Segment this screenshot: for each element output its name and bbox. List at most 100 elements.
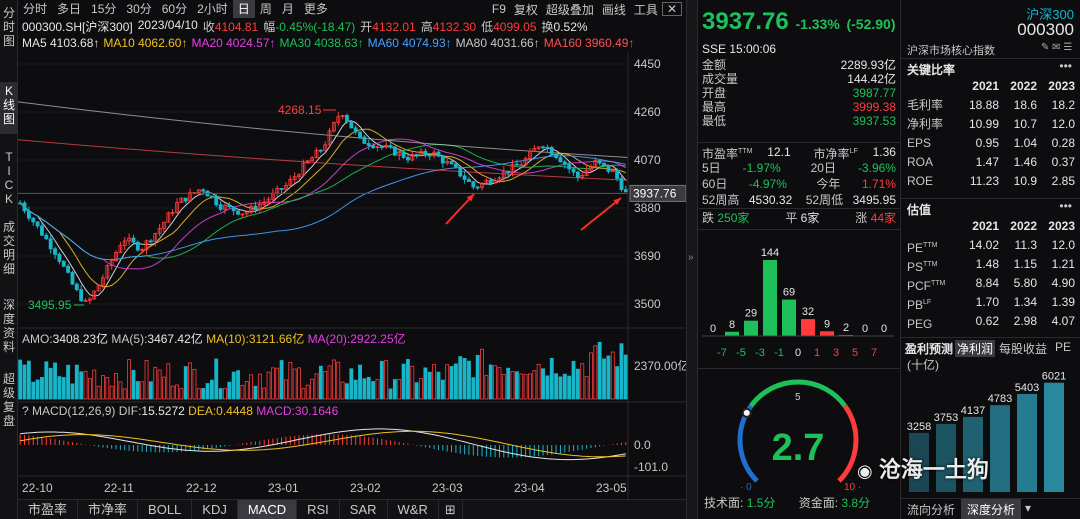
volume-bar bbox=[401, 363, 406, 400]
period-tab[interactable]: 多日 bbox=[57, 2, 82, 16]
candle-body bbox=[179, 197, 184, 203]
period-tab[interactable]: 2小时 bbox=[197, 2, 228, 16]
period-tab[interactable]: 60分 bbox=[161, 2, 188, 16]
d60-value: -4.97% bbox=[748, 177, 787, 191]
vtab-depth[interactable]: 深度资料 bbox=[3, 298, 16, 354]
kline-chart[interactable]: 3937.76 4268.15 3495.95 4450 4260 4070 3880 36… bbox=[18, 52, 686, 499]
pe-label: 市盈率 bbox=[702, 147, 739, 161]
period-tab[interactable]: 月 bbox=[281, 2, 294, 16]
open-value: 3987.77 bbox=[852, 86, 896, 100]
candle-body bbox=[358, 131, 362, 138]
candle-body bbox=[96, 284, 101, 292]
panel-splitter[interactable]: » bbox=[686, 0, 698, 519]
price-tick: 4450 bbox=[634, 57, 661, 71]
tab-rsi[interactable]: RSI bbox=[297, 500, 340, 519]
volume-bar bbox=[266, 371, 271, 400]
distribution-value: 9 bbox=[824, 318, 830, 330]
vtab-kline[interactable]: K线图 bbox=[0, 82, 18, 134]
cell-value: 1.21 bbox=[1051, 257, 1075, 271]
vtab-tick[interactable]: TICK bbox=[4, 150, 14, 206]
candle-body bbox=[449, 161, 454, 165]
tab-boll[interactable]: BOLL bbox=[138, 500, 193, 519]
volume-bar bbox=[148, 381, 153, 400]
restore-rights-button[interactable]: 复权 bbox=[513, 2, 538, 17]
volume-bar bbox=[397, 379, 402, 400]
tab-pb[interactable]: 市净率 bbox=[78, 500, 139, 519]
overlay-button[interactable]: 超级叠加 bbox=[545, 2, 594, 17]
volume-bar bbox=[87, 378, 92, 400]
low-value: 4099.05 bbox=[493, 20, 537, 34]
volume-bar bbox=[510, 371, 515, 400]
panel-icons[interactable]: ✎ ✉ ☰ bbox=[1041, 42, 1073, 53]
tab-net-profit[interactable]: 净利润 bbox=[955, 340, 996, 357]
tab-wr[interactable]: W&R bbox=[388, 500, 439, 519]
year-header: 2022 bbox=[1010, 79, 1037, 93]
add-indicator-icon[interactable]: ⊞ bbox=[439, 500, 463, 519]
candle-body bbox=[284, 184, 288, 190]
tab-kdj[interactable]: KDJ bbox=[192, 500, 238, 519]
row-label: 毛利率 bbox=[907, 98, 944, 112]
fundamentals-panel: 沪深300 000300 沪深市场核心指数 ✎ ✉ ☰ 关键比率 ••• 202… bbox=[857, 0, 1080, 519]
candle-body bbox=[610, 169, 615, 172]
candle-body bbox=[366, 143, 371, 146]
tab-sar[interactable]: SAR bbox=[340, 500, 388, 519]
tab-forecast[interactable]: 盈利预测 bbox=[905, 342, 954, 356]
candle-body bbox=[305, 160, 310, 164]
volume-bar bbox=[392, 379, 397, 400]
tab-pe[interactable]: 市盈率 bbox=[18, 500, 79, 519]
x-tick: 22-12 bbox=[186, 481, 217, 495]
tools-button[interactable]: 工具 bbox=[633, 2, 658, 17]
period-tab[interactable]: 30分 bbox=[126, 2, 152, 16]
candle-body bbox=[379, 146, 384, 149]
vtab-trade-detail[interactable]: 成交明细 bbox=[3, 220, 16, 276]
volume-bar bbox=[170, 385, 175, 400]
tab-pe[interactable]: PE bbox=[1055, 340, 1072, 354]
cell-value: 1.15 bbox=[1013, 257, 1037, 271]
vtab-replay[interactable]: 超级复盘 bbox=[3, 372, 16, 428]
period-tab[interactable]: 周 bbox=[259, 2, 272, 16]
tab-eps[interactable]: 每股收益 bbox=[999, 342, 1048, 356]
dropdown-icon[interactable]: ▾ bbox=[1025, 501, 1032, 515]
draw-line-button[interactable]: 画线 bbox=[601, 2, 626, 17]
ma-line bbox=[19, 138, 627, 270]
dif-label: DIF: bbox=[118, 404, 142, 418]
more-icon[interactable]: ••• bbox=[1059, 199, 1072, 213]
volume-bar bbox=[458, 356, 463, 400]
period-tab-more[interactable]: 更多 bbox=[303, 2, 328, 16]
period-tab[interactable]: 15分 bbox=[91, 2, 117, 16]
candle-body bbox=[218, 204, 223, 210]
f9-button[interactable]: F9 bbox=[491, 2, 506, 16]
volume-bar bbox=[484, 375, 489, 400]
vtab-timeshare[interactable]: 分时图 bbox=[3, 6, 16, 48]
distribution-bin: -1 bbox=[774, 347, 784, 359]
tab-depth-analysis[interactable]: 深度分析 bbox=[961, 499, 1022, 519]
candle-body bbox=[35, 221, 40, 227]
tab-macd[interactable]: MACD bbox=[237, 500, 298, 519]
candle-body bbox=[388, 145, 393, 148]
close-icon[interactable]: ✕ bbox=[661, 2, 682, 16]
candle-body bbox=[384, 145, 389, 148]
turnover-value: 0.52% bbox=[553, 20, 588, 34]
volume-bar bbox=[70, 383, 75, 400]
more-icon[interactable]: ••• bbox=[1059, 59, 1072, 73]
watermark-text: 沧海一土狗 bbox=[878, 457, 989, 482]
cell-value: 2.98 bbox=[1013, 314, 1037, 328]
row-label: PEG bbox=[907, 317, 933, 331]
candle-body bbox=[575, 171, 580, 178]
candle-body bbox=[109, 260, 114, 267]
cell-value: 1.70 bbox=[975, 295, 999, 309]
volume-bar bbox=[74, 364, 79, 400]
macd-tick: -101.0 bbox=[634, 460, 668, 474]
period-tab-daily[interactable]: 日 bbox=[232, 0, 255, 18]
vol-ma5-value: 3467.42亿 bbox=[147, 332, 203, 346]
ma-line bbox=[18, 139, 629, 181]
candle-body bbox=[462, 175, 467, 180]
candle-body bbox=[101, 277, 105, 286]
period-tab[interactable]: 分时 bbox=[23, 2, 48, 16]
volume-bar bbox=[419, 378, 423, 400]
cell-value: 1.48 bbox=[975, 257, 999, 271]
candle-body bbox=[40, 225, 44, 236]
tab-flow-analysis[interactable]: 流向分析 bbox=[907, 503, 956, 517]
row-label: PBLF bbox=[907, 298, 932, 312]
expand-icon[interactable]: » bbox=[688, 252, 694, 263]
